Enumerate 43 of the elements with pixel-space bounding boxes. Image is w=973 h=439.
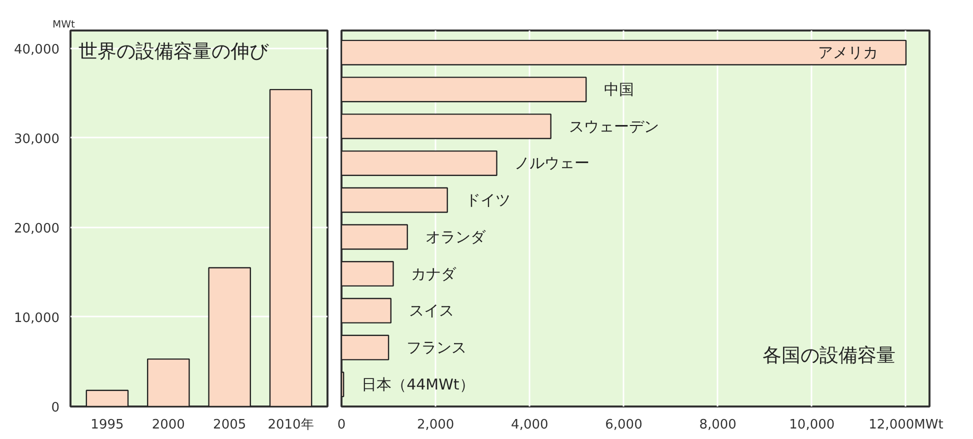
text: 各国の設備容量 [762, 344, 896, 366]
bar [342, 187, 448, 213]
bar [269, 88, 312, 406]
y-tick-label: 中国 [604, 80, 634, 98]
x-tick-label: 6,000 [605, 418, 642, 432]
y-tick-label: 20,000 [14, 221, 60, 236]
x-tick-label: 8,000 [699, 418, 736, 432]
bar [342, 114, 552, 140]
y-tick-label: フランス [406, 338, 467, 357]
bar [342, 261, 394, 287]
y-tick-label: カナダ [411, 264, 458, 283]
y-axis-title: MWt [52, 20, 76, 30]
bar [342, 298, 392, 324]
y-tick-label: スウェーデン [568, 117, 659, 136]
x-tick-label: 4,000 [511, 418, 548, 432]
bar [342, 224, 408, 250]
x-tick-label: 2000 [152, 418, 185, 432]
y-tick-label: ノルウェー [514, 154, 590, 172]
y-tick-label: アメリカ [818, 44, 878, 62]
bar [86, 390, 129, 406]
y-tick-label: 30,000 [14, 132, 60, 147]
bar [342, 372, 344, 398]
y-tick-label: 10,000 [14, 310, 60, 326]
bar [342, 76, 587, 102]
bar [147, 358, 190, 406]
y-tick-label: 40,000 [14, 42, 60, 58]
text: 世界の設備容量の伸び [78, 40, 270, 62]
y-tick-label: オランダ [425, 228, 486, 246]
x-tick-label: 12,000MWt [868, 418, 944, 432]
x-tick-label: 2010年 [268, 418, 314, 432]
bar [208, 267, 251, 406]
x-tick-label: 2,000 [416, 418, 454, 432]
bar [342, 40, 907, 66]
x-tick-label: 0 [337, 418, 346, 432]
y-tick-label: 日本（44MWt） [362, 375, 474, 394]
y-tick-label: ドイツ [465, 191, 510, 210]
x-tick-label: 10,000 [789, 418, 835, 432]
bar [342, 334, 390, 360]
y-tick-label: 0 [51, 400, 60, 416]
y-tick-label: スイス [408, 302, 454, 320]
x-tick-label: 1995 [90, 418, 124, 432]
bar [342, 150, 498, 176]
x-tick-label: 2005 [213, 418, 246, 432]
